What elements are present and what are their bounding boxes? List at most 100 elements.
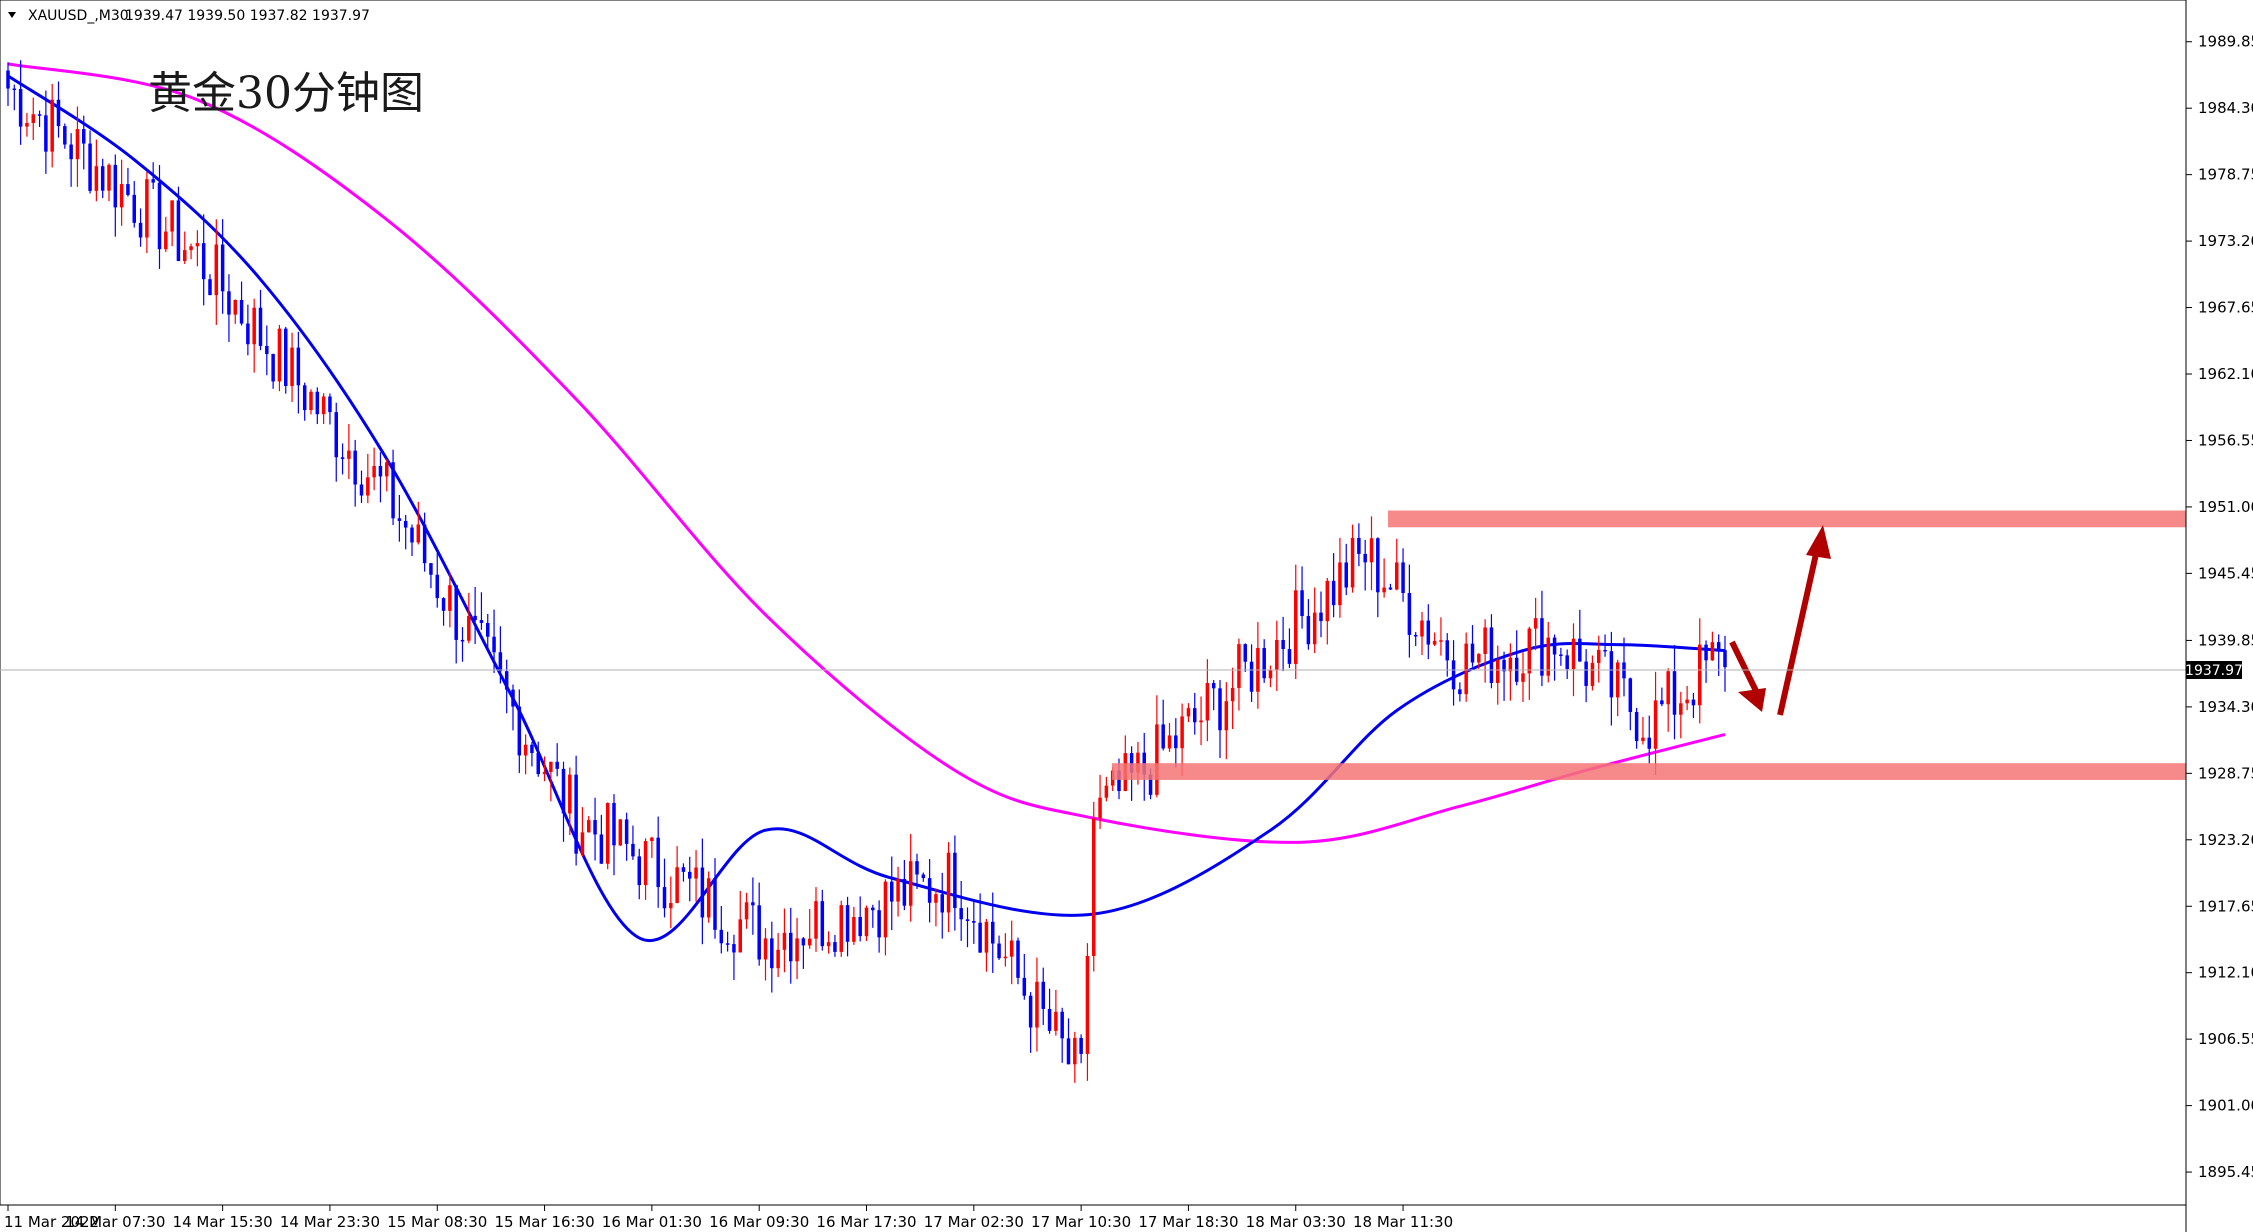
candle-body [460, 639, 465, 642]
candle-body [1470, 643, 1475, 663]
candle [1388, 583, 1393, 590]
candle-body [1704, 644, 1708, 661]
candle-body [1571, 638, 1576, 670]
candle [719, 905, 724, 954]
candle [1275, 620, 1279, 691]
candle-body [814, 901, 818, 939]
candle-body [700, 867, 705, 918]
candle-body [1338, 562, 1342, 606]
candle-body [1262, 647, 1266, 679]
candle-body [1615, 662, 1620, 698]
candle [441, 597, 446, 626]
candle [725, 931, 730, 952]
y-tick-label: 1951.00 [2198, 498, 2253, 516]
candle [1521, 652, 1525, 703]
candle [176, 186, 181, 262]
candle-body [1369, 538, 1374, 563]
candle-body [1413, 634, 1418, 637]
candle [776, 933, 780, 978]
candle-body [858, 916, 862, 937]
candle [1035, 957, 1039, 1052]
candle [599, 814, 604, 864]
candle-body [441, 598, 446, 611]
candle-body [587, 820, 591, 833]
x-tick-label: 17 Mar 02:30 [924, 1213, 1024, 1231]
candle [1571, 623, 1576, 697]
candle-body [183, 250, 187, 262]
candle-body [37, 114, 42, 116]
candle-body [138, 222, 143, 238]
ma-fast-line [7, 74, 1726, 943]
zones [1112, 510, 2186, 780]
candle [157, 165, 162, 269]
candle-body [1041, 981, 1045, 1009]
candle-body [1660, 700, 1664, 705]
candle-body [991, 921, 995, 944]
candle-body [1439, 640, 1443, 642]
candle-body [1672, 671, 1677, 715]
candle-body [1445, 640, 1449, 661]
candle [321, 393, 326, 425]
candle-body [1205, 683, 1210, 721]
candle [454, 584, 458, 664]
candle-body [164, 231, 168, 250]
candle [1502, 651, 1506, 701]
candle [921, 872, 926, 882]
candle-body [315, 391, 320, 415]
candle [1470, 625, 1475, 667]
candle-body [1388, 587, 1393, 590]
candle-body [366, 477, 370, 496]
chevron-down-icon[interactable] [8, 12, 16, 18]
candle [839, 900, 843, 957]
candle-body [277, 328, 282, 382]
candle-body [650, 837, 654, 842]
y-tick-label: 1967.65 [2198, 299, 2253, 317]
candle-body [353, 450, 357, 485]
candle [908, 833, 913, 922]
candle-body [309, 391, 313, 411]
candle [991, 892, 995, 973]
price-tag-text: 1937.97 [2185, 663, 2243, 679]
candle-body [1155, 724, 1159, 795]
candle-body [1407, 593, 1412, 635]
candle [1691, 692, 1696, 719]
candle [1174, 718, 1178, 768]
candle-body [890, 881, 894, 902]
candle-body [719, 929, 724, 944]
candle [675, 846, 679, 904]
candle-body [82, 129, 86, 144]
candle [1319, 591, 1323, 638]
candle [1527, 626, 1532, 700]
candle-body [492, 636, 496, 653]
candle [744, 892, 749, 929]
candle-body [915, 861, 919, 875]
candle [1161, 699, 1165, 751]
candle [1281, 616, 1285, 672]
candle [782, 908, 787, 973]
candle-body [732, 944, 736, 953]
candle-body [902, 878, 907, 906]
y-tick-label: 1989.85 [2198, 33, 2253, 51]
y-axis[interactable]: 1989.85 1984.30 1978.75 1973.20 1967.65 1962.… [2185, 0, 2253, 1232]
candle [1477, 653, 1481, 669]
candle-body [429, 563, 433, 575]
candle [284, 326, 288, 394]
candle-body [1357, 537, 1361, 554]
candle [195, 230, 200, 267]
candle-body [31, 114, 35, 123]
candle [953, 835, 957, 931]
candle [934, 888, 938, 927]
candle [1628, 677, 1633, 731]
candle-body [643, 841, 648, 886]
candle [302, 382, 307, 421]
candle-body [94, 166, 99, 191]
candle-body [1552, 637, 1557, 655]
candle-body [688, 871, 692, 879]
candle-body [1186, 708, 1191, 717]
candle [858, 896, 862, 942]
candle-body [549, 761, 553, 773]
candle [385, 459, 389, 492]
candle-body [725, 943, 730, 945]
